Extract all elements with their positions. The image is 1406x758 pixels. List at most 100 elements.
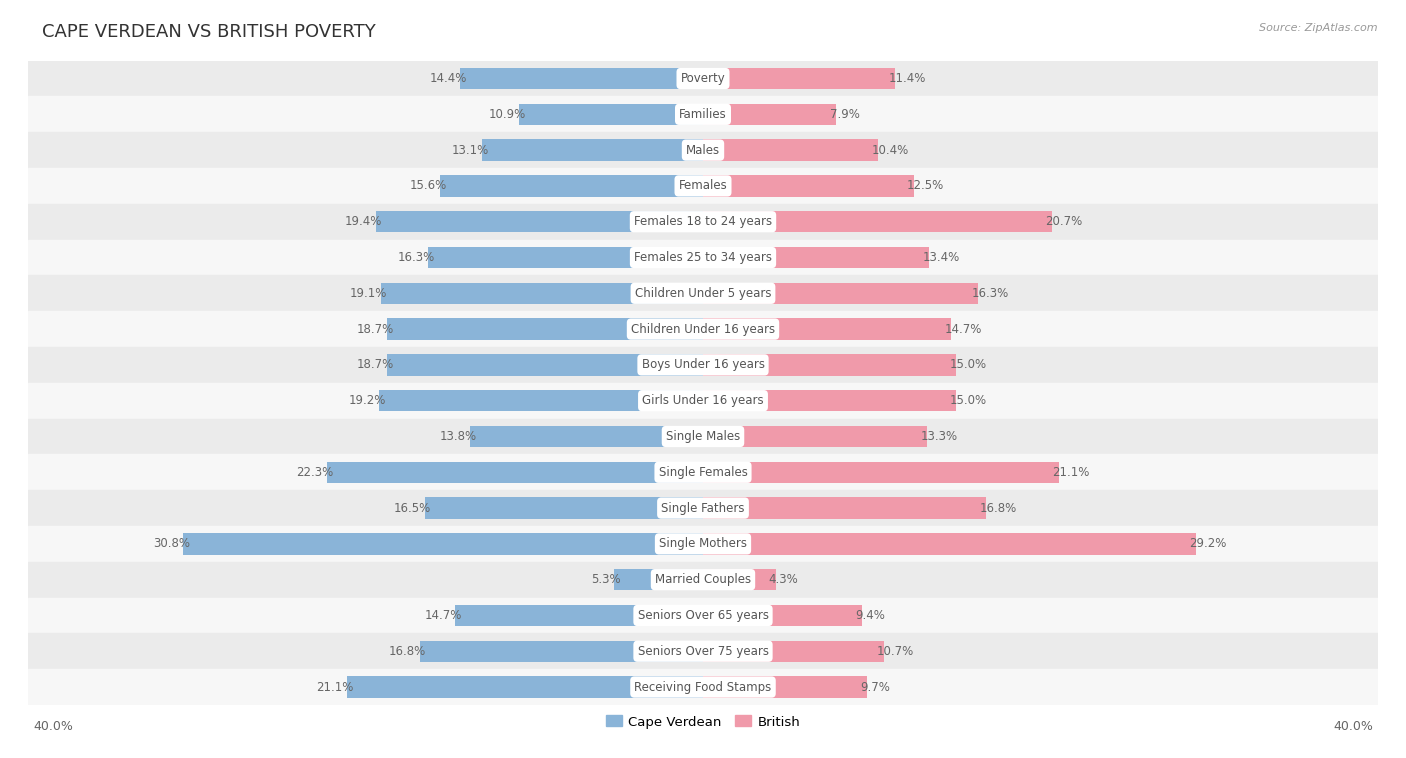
Text: 19.2%: 19.2%: [349, 394, 385, 407]
Text: 15.6%: 15.6%: [409, 180, 447, 193]
Bar: [703, 318, 950, 340]
Text: 19.1%: 19.1%: [350, 287, 388, 300]
Text: 12.5%: 12.5%: [907, 180, 945, 193]
Bar: [703, 605, 862, 626]
Bar: [28, 204, 1378, 240]
Bar: [28, 132, 1378, 168]
Bar: [703, 139, 879, 161]
Text: 22.3%: 22.3%: [297, 465, 333, 479]
Text: 21.1%: 21.1%: [316, 681, 354, 694]
Bar: [456, 605, 703, 626]
Text: Single Males: Single Males: [666, 430, 740, 443]
Text: 13.4%: 13.4%: [922, 251, 959, 264]
Bar: [28, 240, 1378, 275]
Text: 40.0%: 40.0%: [1333, 720, 1372, 733]
Bar: [703, 390, 956, 412]
Bar: [326, 462, 703, 483]
Text: 21.1%: 21.1%: [1052, 465, 1090, 479]
Bar: [347, 676, 703, 698]
Bar: [703, 175, 914, 196]
Text: 19.4%: 19.4%: [344, 215, 382, 228]
Bar: [28, 61, 1378, 96]
Text: CAPE VERDEAN VS BRITISH POVERTY: CAPE VERDEAN VS BRITISH POVERTY: [42, 23, 375, 41]
Text: 11.4%: 11.4%: [889, 72, 927, 85]
Bar: [703, 462, 1059, 483]
Text: Families: Families: [679, 108, 727, 121]
Text: 10.4%: 10.4%: [872, 143, 908, 157]
Bar: [613, 569, 703, 590]
Text: 16.8%: 16.8%: [980, 502, 1017, 515]
Text: 16.5%: 16.5%: [394, 502, 432, 515]
Bar: [28, 669, 1378, 705]
Bar: [419, 641, 703, 662]
Text: Children Under 16 years: Children Under 16 years: [631, 323, 775, 336]
Bar: [381, 283, 703, 304]
Bar: [28, 275, 1378, 312]
Text: Females 25 to 34 years: Females 25 to 34 years: [634, 251, 772, 264]
Bar: [425, 497, 703, 518]
Bar: [703, 354, 956, 376]
Bar: [427, 247, 703, 268]
Text: 9.7%: 9.7%: [860, 681, 890, 694]
Text: 16.3%: 16.3%: [398, 251, 434, 264]
Text: Single Mothers: Single Mothers: [659, 537, 747, 550]
Text: Males: Males: [686, 143, 720, 157]
Bar: [482, 139, 703, 161]
Text: 14.7%: 14.7%: [425, 609, 461, 622]
Bar: [703, 283, 979, 304]
Bar: [183, 533, 703, 555]
Bar: [519, 104, 703, 125]
Bar: [28, 383, 1378, 418]
Text: Females: Females: [679, 180, 727, 193]
Bar: [703, 676, 866, 698]
Bar: [28, 418, 1378, 454]
Text: 29.2%: 29.2%: [1189, 537, 1226, 550]
Text: 15.0%: 15.0%: [949, 359, 987, 371]
Bar: [703, 426, 928, 447]
Text: 14.4%: 14.4%: [429, 72, 467, 85]
Text: Boys Under 16 years: Boys Under 16 years: [641, 359, 765, 371]
Bar: [28, 597, 1378, 634]
Bar: [703, 569, 776, 590]
Text: Married Couples: Married Couples: [655, 573, 751, 586]
Bar: [28, 347, 1378, 383]
Bar: [380, 390, 703, 412]
Bar: [388, 318, 703, 340]
Text: Poverty: Poverty: [681, 72, 725, 85]
Text: 13.8%: 13.8%: [440, 430, 477, 443]
Text: 40.0%: 40.0%: [34, 720, 73, 733]
Bar: [470, 426, 703, 447]
Bar: [28, 454, 1378, 490]
Bar: [703, 497, 987, 518]
Text: 20.7%: 20.7%: [1046, 215, 1083, 228]
Text: Single Fathers: Single Fathers: [661, 502, 745, 515]
Text: 9.4%: 9.4%: [855, 609, 884, 622]
Text: Children Under 5 years: Children Under 5 years: [634, 287, 772, 300]
Bar: [703, 67, 896, 89]
Text: 16.3%: 16.3%: [972, 287, 1008, 300]
Bar: [28, 562, 1378, 597]
Bar: [703, 247, 929, 268]
Bar: [28, 634, 1378, 669]
Text: 7.9%: 7.9%: [830, 108, 859, 121]
Text: 18.7%: 18.7%: [357, 359, 394, 371]
Text: Single Females: Single Females: [658, 465, 748, 479]
Text: Seniors Over 65 years: Seniors Over 65 years: [637, 609, 769, 622]
Text: 5.3%: 5.3%: [591, 573, 620, 586]
Text: Females 18 to 24 years: Females 18 to 24 years: [634, 215, 772, 228]
Text: 30.8%: 30.8%: [153, 537, 190, 550]
Text: 18.7%: 18.7%: [357, 323, 394, 336]
Text: 4.3%: 4.3%: [769, 573, 799, 586]
Bar: [703, 104, 837, 125]
Bar: [703, 211, 1052, 233]
Bar: [703, 533, 1195, 555]
Legend: Cape Verdean, British: Cape Verdean, British: [600, 710, 806, 734]
Bar: [703, 641, 883, 662]
Text: 13.1%: 13.1%: [451, 143, 489, 157]
Bar: [28, 168, 1378, 204]
Bar: [440, 175, 703, 196]
Bar: [388, 354, 703, 376]
Text: 13.3%: 13.3%: [921, 430, 957, 443]
Bar: [460, 67, 703, 89]
Bar: [28, 312, 1378, 347]
